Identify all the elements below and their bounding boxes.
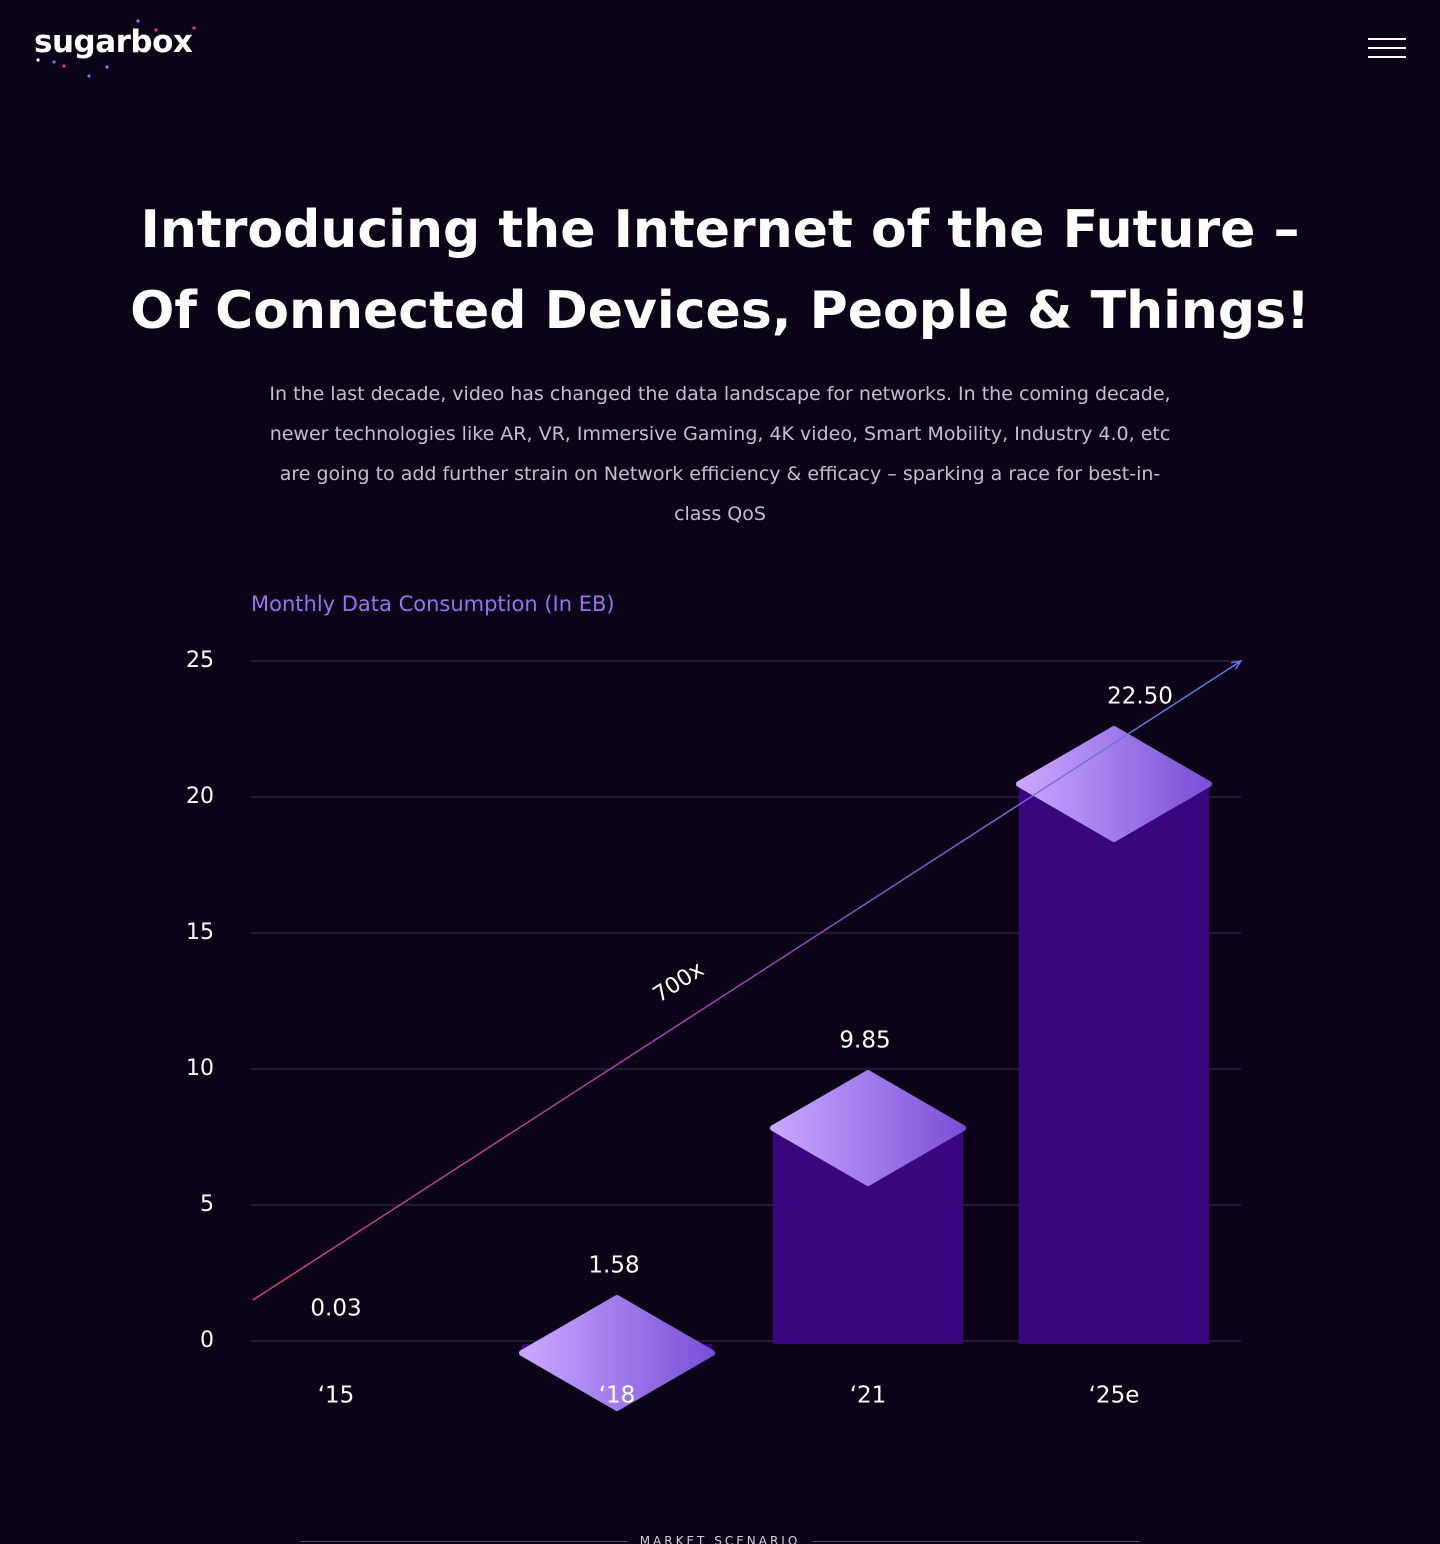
bar-body xyxy=(773,1128,963,1344)
menu-line xyxy=(1368,38,1406,40)
bar-top xyxy=(770,1070,966,1187)
bar-value-label: 9.85 xyxy=(839,1028,890,1054)
bar-value-label: 22.50 xyxy=(1107,684,1173,710)
bar-value-label: 1.58 xyxy=(588,1253,639,1279)
x-category-label: ‘25e xyxy=(1089,1383,1140,1409)
x-category-label: ‘18 xyxy=(599,1383,636,1409)
trend-annotation: 700x xyxy=(649,957,709,1008)
y-tick-label: 0 xyxy=(200,1328,214,1353)
divider-left xyxy=(300,1541,628,1542)
bar-body xyxy=(1019,784,1209,1344)
bar-value-label: 0.03 xyxy=(310,1296,361,1322)
y-tick-label: 10 xyxy=(186,1056,214,1081)
y-tick-label: 5 xyxy=(200,1192,214,1217)
section-label-text: MARKET SCENARIO xyxy=(639,1534,801,1544)
y-tick-label: 15 xyxy=(186,920,214,945)
bar-top xyxy=(519,1295,715,1412)
x-category-label: ‘21 xyxy=(850,1383,887,1409)
bar-top xyxy=(1016,726,1212,842)
y-tick-label: 20 xyxy=(186,784,214,809)
hero-description: In the last decade, video has changed th… xyxy=(269,383,1171,525)
site-header: sugarbox xyxy=(0,0,1440,100)
menu-line xyxy=(1368,56,1406,58)
chart-title: Monthly Data Consumption (In EB) xyxy=(251,592,615,616)
hamburger-menu-icon[interactable] xyxy=(1368,36,1406,60)
trend-arrow-icon xyxy=(1231,660,1243,670)
x-category-label: ‘15 xyxy=(318,1383,355,1409)
data-consumption-chart: 0 5 10 15 20 25 700x 0.03 ‘15 1.58 ‘18 9.85 ‘21 22.… xyxy=(186,648,1243,1412)
trend-line xyxy=(252,660,1242,1301)
menu-line xyxy=(1368,47,1406,49)
market-scenario-label: MARKET SCENARIO xyxy=(0,1530,1440,1544)
hero-title: Introducing the Internet of the Future –… xyxy=(130,200,1310,341)
y-tick-label: 25 xyxy=(186,648,214,673)
sugarbox-logo[interactable]: sugarbox xyxy=(34,24,193,60)
divider-right xyxy=(812,1541,1140,1542)
